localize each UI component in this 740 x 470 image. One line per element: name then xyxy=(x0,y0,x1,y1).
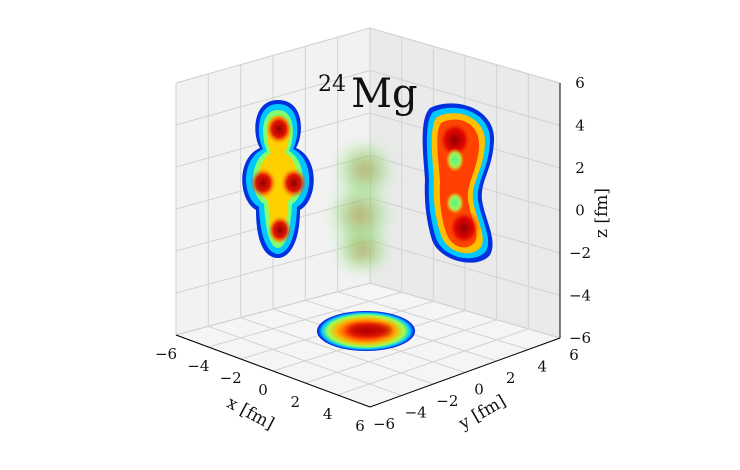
z-tick-label: 4 xyxy=(575,117,585,135)
y-tick-label: 6 xyxy=(569,346,579,364)
x-axis-line xyxy=(175,334,371,408)
z-tick-label: −2 xyxy=(569,244,591,262)
grid-line xyxy=(369,27,561,84)
chart-title: 24 Mg xyxy=(318,71,418,117)
x-tick-label: 2 xyxy=(291,393,301,411)
grid-line xyxy=(369,70,561,126)
y-tick-label: 4 xyxy=(538,358,548,376)
x-tick-label: 0 xyxy=(258,381,268,399)
density-cloud xyxy=(328,140,394,275)
z-tick-label: 2 xyxy=(575,159,585,177)
x-tick-label: 6 xyxy=(355,417,365,435)
z-tick-label: 6 xyxy=(575,74,585,92)
y-tick-label: −6 xyxy=(373,415,395,433)
x-tick-label: −6 xyxy=(155,345,177,363)
y-axis-line xyxy=(369,337,561,408)
x-tick-label: −2 xyxy=(220,369,242,387)
z-tick-label: 0 xyxy=(575,202,585,220)
y-tick-label: 2 xyxy=(506,369,516,387)
x-tick-label: −4 xyxy=(187,357,209,375)
z-axis-label: z [fm] xyxy=(592,188,612,238)
x-tick-label: 4 xyxy=(323,405,333,423)
z-tick-label: −4 xyxy=(569,287,591,305)
title-main: Mg xyxy=(351,71,418,117)
xz-projection xyxy=(242,100,314,258)
xy-projection xyxy=(317,311,415,351)
y-tick-label: −4 xyxy=(405,404,427,422)
x-axis-label: x [fm] xyxy=(223,393,277,434)
z-tick-label: −6 xyxy=(569,329,591,347)
grid-line xyxy=(175,70,371,126)
y-tick-label: −2 xyxy=(436,392,458,410)
grid-line xyxy=(369,282,561,339)
yz-projection xyxy=(422,103,495,263)
title-superscript: 24 xyxy=(318,72,346,97)
grid-line xyxy=(175,27,371,84)
grid-line xyxy=(337,291,529,350)
y-tick-label: 0 xyxy=(474,381,484,399)
